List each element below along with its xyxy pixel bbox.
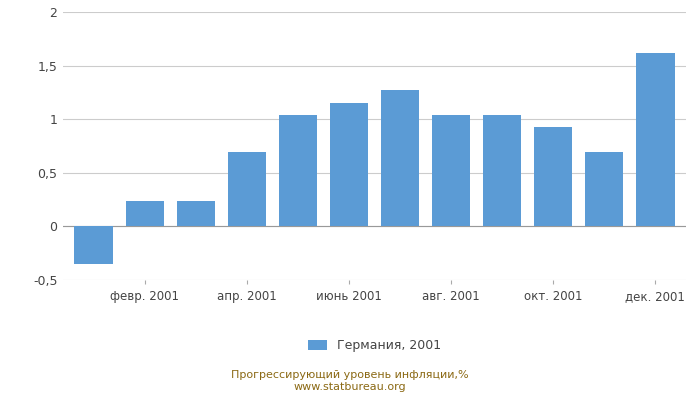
Bar — [381, 90, 419, 226]
Bar — [74, 226, 113, 264]
Bar — [483, 115, 522, 226]
Bar — [636, 53, 675, 226]
Bar — [330, 103, 368, 226]
Bar — [585, 152, 624, 226]
Bar — [176, 201, 215, 226]
Bar — [279, 115, 317, 226]
Bar — [125, 201, 164, 226]
Legend: Германия, 2001: Германия, 2001 — [303, 334, 446, 358]
Text: Прогрессирующий уровень инфляции,%: Прогрессирующий уровень инфляции,% — [231, 370, 469, 380]
Bar — [432, 115, 470, 226]
Bar — [534, 127, 573, 226]
Text: www.statbureau.org: www.statbureau.org — [294, 382, 406, 392]
Bar — [228, 152, 266, 226]
